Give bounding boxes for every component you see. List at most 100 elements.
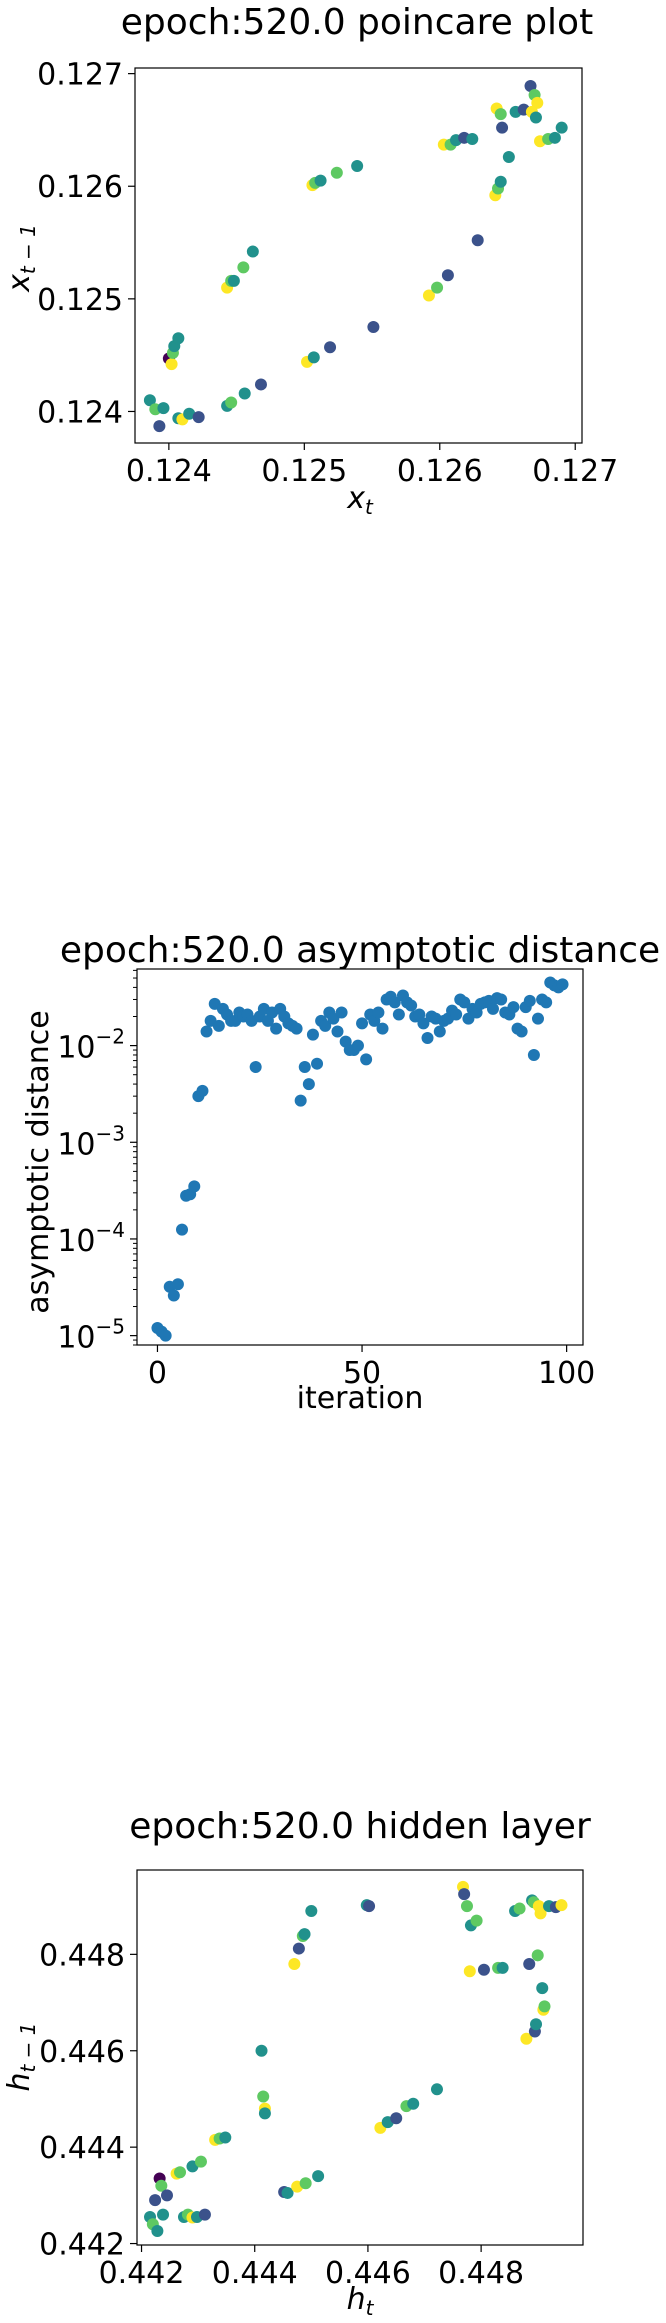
x-tick-label: 50 <box>343 1356 381 1391</box>
data-point <box>471 234 484 247</box>
data-point <box>523 1957 536 1970</box>
data-point <box>219 2131 232 2144</box>
y-tick-label: 0.124 <box>37 395 123 430</box>
y-tick-label: 0.444 <box>39 2131 125 2166</box>
data-point <box>225 396 238 409</box>
data-point <box>527 1048 540 1061</box>
data-point <box>292 1942 305 1955</box>
data-point <box>149 2194 162 2207</box>
data-point <box>351 159 364 172</box>
data-point <box>363 1900 376 1913</box>
data-point <box>421 1031 434 1044</box>
data-point <box>237 261 250 274</box>
data-point <box>305 1904 318 1917</box>
data-point <box>143 394 156 407</box>
poincare-plot-x-ticks: 0.124 0.125 0.126 0.127 <box>126 443 618 489</box>
y-tick-label: 10−3 <box>57 1121 125 1162</box>
data-point <box>392 1008 405 1021</box>
data-point <box>376 1022 389 1035</box>
data-point <box>431 281 444 294</box>
data-point <box>254 378 267 391</box>
data-point <box>450 1008 463 1021</box>
data-point <box>196 1084 209 1097</box>
data-point <box>302 1078 315 1091</box>
data-point <box>171 1278 184 1291</box>
data-point <box>534 1907 547 1920</box>
data-point <box>290 1022 303 1035</box>
data-point <box>314 174 327 187</box>
asymptotic-distance-title: epoch:520.0 asymptotic distance <box>60 930 660 971</box>
data-point <box>372 1006 385 1019</box>
data-point <box>183 407 196 420</box>
data-point <box>311 1057 324 1070</box>
data-point <box>294 1094 307 1107</box>
data-point <box>495 993 508 1006</box>
data-point <box>417 1017 430 1030</box>
data-point <box>151 2225 164 2238</box>
data-point <box>165 358 178 371</box>
hidden-layer-frame <box>136 1869 584 2246</box>
data-point <box>200 1025 213 1038</box>
x-tick-label: 0.446 <box>325 2256 411 2291</box>
data-point <box>470 1914 483 1927</box>
data-point <box>246 245 259 258</box>
x-tick-label: 0 <box>148 1356 167 1391</box>
data-point <box>520 2032 533 2045</box>
data-point <box>502 150 515 163</box>
data-point <box>238 387 251 400</box>
data-point <box>298 1928 311 1941</box>
data-point <box>249 1061 262 1074</box>
data-point <box>531 96 544 109</box>
data-point <box>157 2208 170 2221</box>
data-point <box>477 1963 490 1976</box>
data-point <box>538 2000 551 2013</box>
poincare-plot-title: epoch:520.0 poincare plot <box>121 2 593 43</box>
data-point <box>327 1012 340 1025</box>
data-point <box>531 1012 544 1025</box>
data-point <box>281 2186 294 2199</box>
asymptotic-distance-x-ticks: 0 50 100 <box>148 1345 595 1391</box>
data-point <box>257 2090 270 2103</box>
data-point <box>555 1899 568 1912</box>
x-tick-label: 0.127 <box>532 454 618 489</box>
asymptotic-distance-y-axis-label: asymptotic distance <box>21 1010 56 1313</box>
data-point <box>531 1949 544 1962</box>
data-point <box>255 2044 268 2057</box>
poincare-plot-frame <box>134 67 583 444</box>
hidden-layer-x-ticks: 0.442 0.444 0.446 0.448 <box>99 2245 524 2291</box>
data-point <box>407 2097 420 2110</box>
data-point <box>463 1965 476 1978</box>
x-tick-label: 0.444 <box>212 2256 298 2291</box>
data-point <box>460 1900 473 1913</box>
data-point <box>556 978 569 991</box>
data-point <box>155 2179 168 2192</box>
x-tick-label: 0.442 <box>99 2256 185 2291</box>
data-point <box>319 1019 332 1032</box>
data-point <box>298 1061 311 1074</box>
y-tick-label: 0.446 <box>39 2035 125 2070</box>
data-point <box>486 1002 499 1015</box>
data-point <box>494 108 507 121</box>
data-point <box>441 269 454 282</box>
x-tick-label: 0.124 <box>126 454 212 489</box>
data-point <box>530 2018 543 2031</box>
data-point <box>433 1025 446 1038</box>
y-tick-label: 0.126 <box>37 170 123 205</box>
data-point <box>356 1017 369 1030</box>
data-point <box>466 132 479 145</box>
data-point <box>548 131 561 144</box>
hidden-layer-panel: epoch:520.0 hidden layer 0.442 0.444 0.446… <box>2 1806 591 2320</box>
data-point <box>422 289 435 302</box>
data-point <box>192 411 205 424</box>
poincare-plot-points <box>143 80 568 433</box>
y-tick-label: 0.442 <box>39 2228 125 2263</box>
data-point <box>507 1001 520 1014</box>
x-tick-label: 0.126 <box>397 454 483 489</box>
y-tick-label: 0.448 <box>39 1938 125 1973</box>
poincare-plot-y-ticks: 0.124 0.125 0.126 0.127 <box>37 58 135 430</box>
data-point <box>390 2112 403 2125</box>
y-tick-label: 10−2 <box>57 1025 125 1066</box>
y-tick-label: 0.125 <box>37 283 123 318</box>
data-point <box>388 996 401 1009</box>
